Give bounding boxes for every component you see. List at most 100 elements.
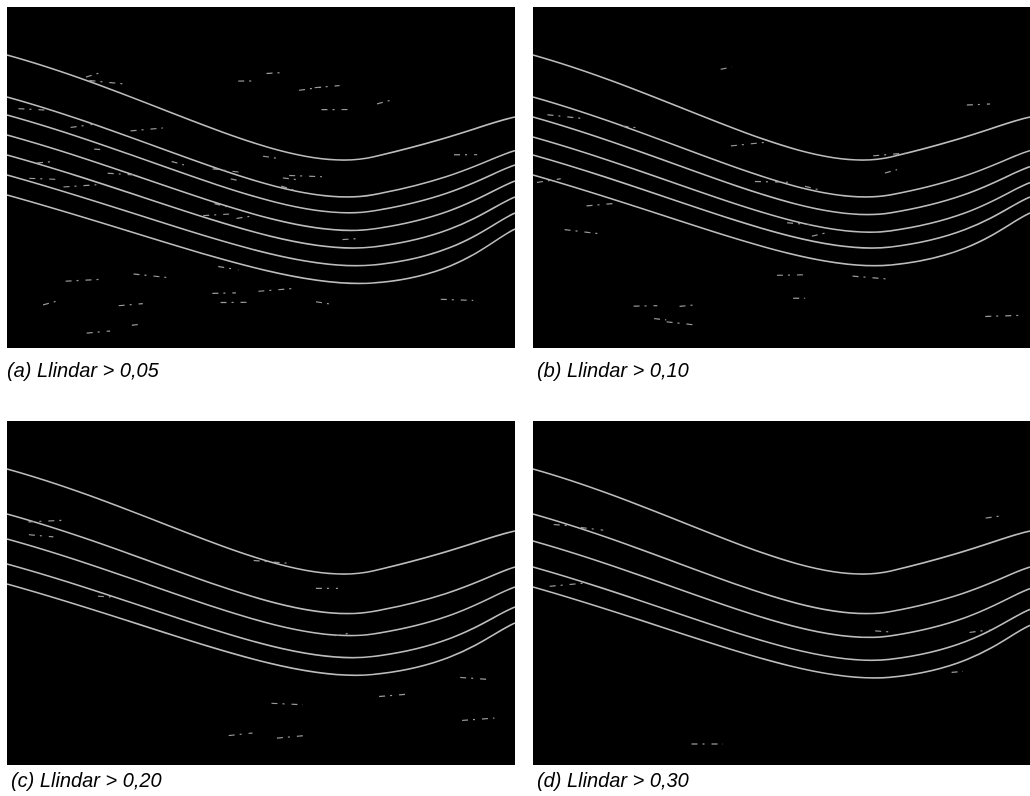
edge-fragment: [730, 141, 766, 147]
edge-fragment: [342, 237, 361, 241]
edge-fragment: [622, 125, 639, 129]
edge-fragment: [462, 717, 495, 722]
panel: [532, 7, 1030, 348]
edge-line: [6, 194, 516, 285]
edge-line: [6, 468, 516, 575]
edge-line: [532, 566, 1030, 662]
edge-fragment: [85, 72, 99, 78]
caption: (d) Llindar > 0,30: [537, 770, 689, 792]
edge-fragment: [334, 632, 349, 637]
edge-fragment: [776, 274, 808, 276]
edge-fragment: [564, 229, 599, 235]
edge-fragment: [203, 213, 234, 217]
edge-fragment: [28, 534, 54, 538]
edge-fragment: [258, 287, 294, 292]
edge-fragment: [666, 321, 694, 326]
edge-fragment: [376, 99, 393, 105]
edge-fragment: [266, 71, 287, 75]
edge-fragment: [966, 103, 990, 106]
panel: [6, 421, 516, 765]
edge-fragment: [653, 317, 667, 321]
edge-fragment: [29, 177, 60, 181]
edge-fragment: [42, 300, 56, 306]
caption: (a) Llindar > 0,05: [7, 360, 160, 382]
edge-fragment: [298, 86, 322, 91]
edge-line: [532, 154, 1030, 249]
edge-fragment: [852, 275, 887, 280]
edge-fragment: [379, 693, 407, 698]
edge-fragment: [214, 203, 227, 208]
edge-line: [6, 583, 516, 677]
panel: [532, 421, 1030, 765]
edge-fragment: [86, 330, 111, 334]
edge-fragment: [89, 79, 128, 85]
edge-fragment: [107, 172, 139, 176]
edge-fragment: [171, 160, 185, 166]
edge-fragment: [633, 305, 658, 307]
edge-line: [6, 154, 516, 249]
edge-fragment: [536, 178, 561, 184]
edge-fragment: [811, 231, 829, 237]
edge-fragment: [969, 629, 991, 634]
edge-fragment: [236, 215, 251, 220]
edge-fragment: [28, 519, 64, 523]
edge-fragment: [130, 127, 163, 132]
edge-fragment: [36, 160, 54, 164]
edge-image: [533, 7, 1030, 348]
edge-fragment: [884, 169, 898, 174]
edge-line: [532, 513, 1030, 615]
edge-fragment: [787, 222, 811, 226]
edge-fragment: [754, 180, 788, 183]
edge-fragment: [94, 148, 106, 151]
edge-fragment: [228, 732, 253, 737]
edge-fragment: [289, 174, 322, 178]
edge-fragment: [679, 304, 698, 308]
edge-line: [532, 54, 1030, 161]
edge-line: [6, 513, 516, 615]
edge-fragment: [63, 183, 103, 188]
edge-fragment: [212, 168, 239, 173]
edge-fragment: [549, 582, 584, 587]
edge-line: [532, 586, 1030, 679]
edge-fragment: [253, 559, 288, 564]
edge-line: [532, 540, 1030, 639]
edge-fragment: [262, 155, 278, 159]
edge-fragment: [282, 177, 302, 181]
edge-fragment: [804, 185, 820, 191]
edge-image: [7, 421, 515, 765]
edge-line: [6, 114, 516, 214]
edge-fragment: [985, 515, 1002, 519]
edge-fragment: [131, 323, 143, 326]
edge-fragment: [280, 185, 294, 191]
edge-fragment: [875, 630, 894, 633]
edge-fragment: [18, 108, 50, 111]
edge-fragment: [70, 123, 95, 129]
edge-line: [532, 468, 1030, 575]
edge-fragment: [951, 670, 963, 673]
edge-line: [532, 174, 1030, 267]
caption: (b) Llindar > 0,10: [537, 360, 689, 382]
edge-line: [532, 136, 1030, 233]
panel: [6, 7, 516, 348]
edge-fragment: [873, 151, 912, 157]
edge-fragment: [440, 298, 474, 302]
edge-fragment: [271, 702, 303, 706]
edge-line: [532, 96, 1030, 198]
edge-fragment: [230, 178, 242, 182]
edge-fragment: [720, 66, 732, 70]
edge-line: [6, 96, 516, 198]
edge-line: [532, 116, 1030, 216]
edge-fragment: [133, 273, 170, 279]
edge-fragment: [118, 303, 143, 307]
edge-fragment: [315, 301, 334, 306]
edge-fragment: [460, 676, 491, 681]
edge-line: [6, 134, 516, 232]
edge-image: [533, 421, 1030, 765]
edge-fragment: [553, 523, 569, 527]
edge-fragment: [218, 265, 239, 271]
edge-fragment: [580, 526, 604, 531]
edge-fragment: [276, 734, 308, 739]
caption: (c) Llindar > 0,20: [11, 770, 162, 792]
edge-fragment: [97, 595, 111, 598]
